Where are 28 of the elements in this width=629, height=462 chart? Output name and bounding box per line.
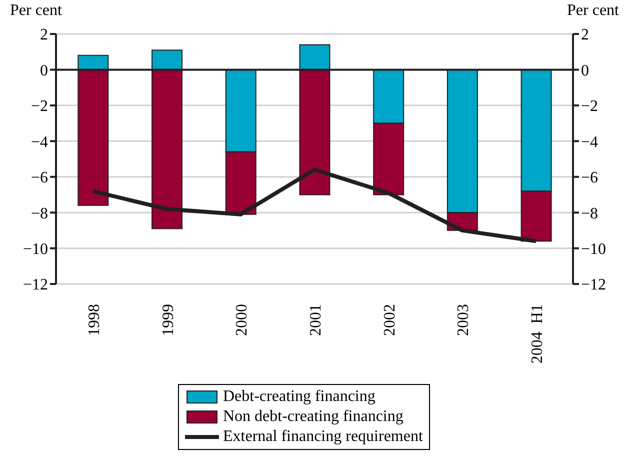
y-tick-label: −12 (22, 276, 48, 294)
y2-tick-label: −12 (581, 276, 606, 294)
y-tick-label: −10 (22, 240, 48, 258)
x-tick-label: 2000 (234, 304, 251, 336)
y2-tick-label: −10 (581, 240, 606, 258)
y2-tick-label: −6 (581, 170, 598, 187)
y2-tick-label: 0 (581, 62, 589, 80)
legend-label: External financing requirement (223, 427, 423, 447)
x-tick-label: 2003 (455, 304, 472, 336)
x-tick-label: 2002 (381, 304, 398, 336)
x-tick-label: 2004 H1 (529, 304, 546, 364)
y2-tick-label: −4 (581, 134, 598, 151)
y-axis-title: Per cent (10, 2, 62, 20)
y-tick-label: −4 (30, 134, 48, 151)
x-tick-label: 2001 (308, 304, 324, 336)
y2-tick-label: −8 (581, 205, 598, 222)
legend-label: Non debt-creating financing (223, 407, 404, 427)
y-tick-label: 2 (40, 26, 48, 44)
y-tick-label: 0 (40, 62, 48, 80)
x-tick-label: 1998 (86, 304, 103, 336)
y-tick-label: −8 (30, 205, 48, 222)
y2-tick-label: −2 (581, 98, 598, 116)
y2-axis-title: Per cent (567, 2, 619, 20)
y-tick-label: −6 (30, 170, 48, 187)
y-tick-label: −2 (30, 98, 48, 116)
y2-tick-label: 2 (581, 26, 589, 44)
x-tick-label: 1999 (160, 304, 177, 336)
legend-label: Debt-creating financing (223, 387, 376, 407)
